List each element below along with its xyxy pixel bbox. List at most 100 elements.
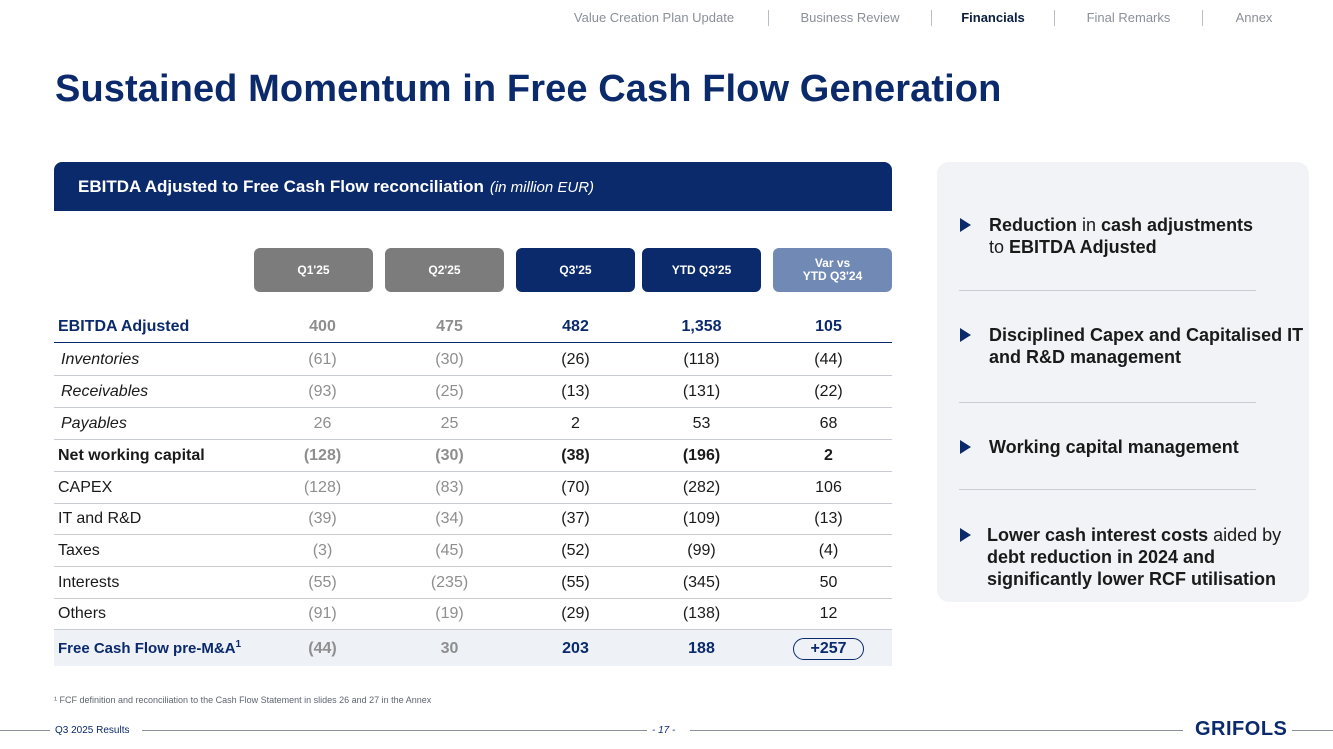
column-header-ytd: YTD Q3'25 xyxy=(642,248,761,292)
highlight-strong: cash adjustments xyxy=(1101,215,1254,235)
column-header-var-line2: YTD Q3'24 xyxy=(802,269,863,283)
table-title-text: EBITDA Adjusted to Free Cash Flow reconc… xyxy=(78,177,484,196)
footnote-marker: 1 xyxy=(235,639,242,650)
cell-var: 50 xyxy=(819,574,838,591)
cell-q2: (30) xyxy=(435,447,464,464)
triangle-bullet-icon xyxy=(960,440,971,454)
highlight-strong: debt reduction in 2024 and significantly… xyxy=(987,547,1277,589)
table-title: EBITDA Adjusted to Free Cash Flow reconc… xyxy=(78,177,594,197)
table-row-inventories: Inventories (61) (30) (26) (118) (44) xyxy=(54,344,892,376)
cell-q3: (13) xyxy=(561,383,590,400)
cell-q2: (25) xyxy=(435,383,464,400)
cell-q2: 25 xyxy=(440,415,459,432)
row-label: Taxes xyxy=(58,542,100,559)
cell-q2: (45) xyxy=(435,542,464,559)
cell-var: (44) xyxy=(814,351,843,368)
cell-var: 2 xyxy=(824,447,833,464)
highlight-strong: Disciplined Capex and Capitalised IT and… xyxy=(989,325,1304,367)
nav-item-financials[interactable]: Financials xyxy=(961,10,1025,25)
cell-q1: (3) xyxy=(312,542,333,559)
table-row-net-working-capital: Net working capital (128) (30) (38) (196… xyxy=(54,440,892,472)
cell-q2: (30) xyxy=(435,351,464,368)
row-label: Net working capital xyxy=(58,447,205,464)
cell-q1: (39) xyxy=(308,510,337,527)
cell-q3: (70) xyxy=(561,479,590,496)
nav-divider xyxy=(1202,10,1203,26)
cell-var: (22) xyxy=(814,383,843,400)
cell-ytd: 53 xyxy=(692,415,711,432)
cell-ytd: (282) xyxy=(682,479,721,496)
cell-q1: (93) xyxy=(308,383,337,400)
table-unit: (in million EUR) xyxy=(489,179,595,196)
cell-q2: (19) xyxy=(435,605,464,622)
nav-divider xyxy=(768,10,769,26)
cell-q3: (52) xyxy=(561,542,590,559)
section-nav: Value Creation Plan Update Business Revi… xyxy=(540,10,1333,26)
footer-label: Q3 2025 Results xyxy=(55,725,130,736)
cell-var: 68 xyxy=(819,415,838,432)
highlight-strong: EBITDA Adjusted xyxy=(1009,237,1157,257)
table-row-taxes: Taxes (3) (45) (52) (99) (4) xyxy=(54,535,892,567)
highlights-panel xyxy=(937,162,1309,602)
cell-q3: (26) xyxy=(561,351,590,368)
cell-q2: (83) xyxy=(435,479,464,496)
cell-ytd: (131) xyxy=(682,383,721,400)
cell-q3: (55) xyxy=(561,574,590,591)
column-header-var: Var vs YTD Q3'24 xyxy=(773,248,892,292)
footer-line xyxy=(0,730,50,731)
table-row-payables: Payables 26 25 2 53 68 xyxy=(54,408,892,440)
highlight-text: Disciplined Capex and Capitalised IT and… xyxy=(989,324,1319,368)
highlight-plain: to xyxy=(989,237,1010,257)
cell-ytd: (196) xyxy=(682,447,721,464)
page-title: Sustained Momentum in Free Cash Flow Gen… xyxy=(55,68,1002,110)
nav-item-annex[interactable]: Annex xyxy=(1235,10,1273,25)
nav-divider xyxy=(931,10,932,26)
column-header-q1: Q1'25 xyxy=(254,248,373,292)
table-row-capex: CAPEX (128) (83) (70) (282) 106 xyxy=(54,472,892,504)
table-header: EBITDA Adjusted to Free Cash Flow reconc… xyxy=(54,162,892,211)
footnote: ¹ FCF definition and reconciliation to t… xyxy=(54,695,432,705)
highlight-strong: Lower cash interest costs xyxy=(987,525,1209,545)
column-header-q2: Q2'25 xyxy=(385,248,504,292)
cell-q2: 30 xyxy=(440,640,459,657)
cell-var: 12 xyxy=(819,605,838,622)
cell-q3: 2 xyxy=(571,415,580,432)
cell-q3: 482 xyxy=(562,318,589,335)
row-label-text: Free Cash Flow pre-M&A xyxy=(58,640,236,657)
highlight-text: Lower cash interest costs aided by debt … xyxy=(987,524,1317,590)
cell-q3: (29) xyxy=(561,605,590,622)
row-label: IT and R&D xyxy=(58,510,142,527)
table-row-free-cash-flow: Free Cash Flow pre-M&A1 (44) 30 203 188 … xyxy=(54,630,892,666)
cell-ytd: (109) xyxy=(682,510,721,527)
row-label: Free Cash Flow pre-M&A1 xyxy=(58,639,242,658)
nav-item-business-review[interactable]: Business Review xyxy=(800,10,900,25)
cell-var: (4) xyxy=(818,542,839,559)
triangle-bullet-icon xyxy=(960,528,971,542)
nav-item-final-remarks[interactable]: Final Remarks xyxy=(1086,10,1171,25)
highlight-plain: in xyxy=(1077,215,1102,235)
divider xyxy=(959,290,1256,291)
cell-ytd: (99) xyxy=(687,542,716,559)
cell-var: 105 xyxy=(815,318,842,335)
cell-q3: (38) xyxy=(561,447,590,464)
nav-item-value-creation[interactable]: Value Creation Plan Update xyxy=(573,10,735,25)
cell-q1: 400 xyxy=(309,318,336,335)
cell-q2: (235) xyxy=(430,574,469,591)
cell-var: (13) xyxy=(814,510,843,527)
divider xyxy=(959,489,1256,490)
page-number: - 17 - xyxy=(652,725,676,736)
column-header-var-line1: Var vs xyxy=(814,256,851,270)
cell-var: +257 xyxy=(769,638,888,660)
table-row-receivables: Receivables (93) (25) (13) (131) (22) xyxy=(54,376,892,408)
cell-q1: (55) xyxy=(308,574,337,591)
cell-q1: (44) xyxy=(308,640,337,657)
row-label: Receivables xyxy=(61,383,149,400)
row-label: CAPEX xyxy=(58,479,113,496)
cell-q1: (61) xyxy=(308,351,337,368)
row-label: Inventories xyxy=(61,351,140,368)
cell-ytd: (138) xyxy=(682,605,721,622)
footer-line xyxy=(1292,730,1333,731)
row-label: EBITDA Adjusted xyxy=(58,318,190,335)
cell-q2: (34) xyxy=(435,510,464,527)
cell-q1: (128) xyxy=(303,479,342,496)
